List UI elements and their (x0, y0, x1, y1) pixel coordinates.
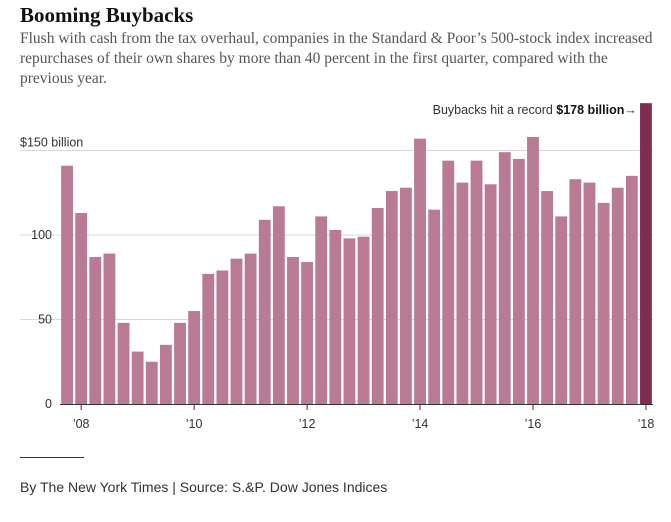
bar (159, 344, 172, 404)
chart-subtitle: Flush with cash from the tax overhaul, c… (20, 30, 653, 87)
bar (301, 262, 313, 404)
record-annotation: Buybacks hit a record $178 billion→ (433, 103, 637, 117)
bar (329, 229, 342, 404)
y-tick-label: 50 (38, 313, 52, 327)
bar (555, 216, 568, 404)
bar (230, 258, 243, 404)
bar (470, 160, 483, 404)
bar (89, 256, 102, 404)
bar (117, 322, 130, 404)
y-tick-label: 100 (31, 228, 52, 242)
bar (512, 158, 525, 404)
y-tick-label: $150 billion (20, 136, 83, 150)
bar (103, 253, 116, 404)
x-tick-label: ’10 (186, 417, 203, 431)
bar (371, 207, 384, 404)
bar (272, 206, 285, 404)
footer-rule (20, 457, 84, 458)
bar (174, 322, 186, 404)
bar (597, 202, 610, 404)
bar (188, 311, 201, 404)
y-tick-label: 0 (45, 397, 52, 411)
bar (456, 182, 469, 404)
x-tick-label: ’12 (299, 417, 316, 431)
bar (61, 165, 73, 404)
x-tick-label: ’14 (412, 417, 429, 431)
source-credit: By The New York Times | Source: S.&P. Do… (20, 479, 388, 495)
bar (527, 136, 539, 405)
x-tick-label: ’18 (638, 417, 655, 431)
bar (216, 270, 229, 404)
bar (541, 191, 554, 404)
bar (498, 152, 511, 404)
bar (414, 138, 426, 405)
bar (357, 236, 370, 404)
annotation-value: $178 billion (556, 103, 624, 117)
bar (244, 253, 257, 404)
bar (315, 216, 328, 404)
bar (442, 160, 455, 404)
bar (202, 273, 215, 404)
bar (400, 187, 412, 404)
bar (343, 238, 356, 404)
bar (131, 351, 144, 404)
bar (145, 361, 158, 404)
bar-chart: ’08 ’10 ’12 ’14 ’16 ’18 0 50 100 $150 billion Bu… (20, 103, 654, 431)
bar (583, 182, 596, 404)
x-axis: ’08 ’10 ’12 ’14 ’16 ’18 (60, 404, 654, 431)
bar (428, 209, 441, 404)
bar (75, 213, 88, 404)
bar (625, 175, 638, 404)
bar (484, 184, 497, 404)
bar (611, 187, 624, 404)
bar (385, 191, 398, 404)
bar (258, 219, 271, 404)
annotation-arrow: → (624, 103, 637, 117)
bars (61, 103, 652, 405)
annotation-text: Buybacks hit a record (433, 103, 557, 117)
x-tick-label: ’08 (73, 417, 90, 431)
bar (287, 256, 299, 404)
x-tick-label: ’16 (525, 417, 542, 431)
chart-title: Booming Buybacks (20, 3, 194, 27)
bar-record (640, 103, 652, 405)
bar (569, 179, 582, 404)
y-axis-labels: 0 50 100 $150 billion (20, 136, 83, 412)
